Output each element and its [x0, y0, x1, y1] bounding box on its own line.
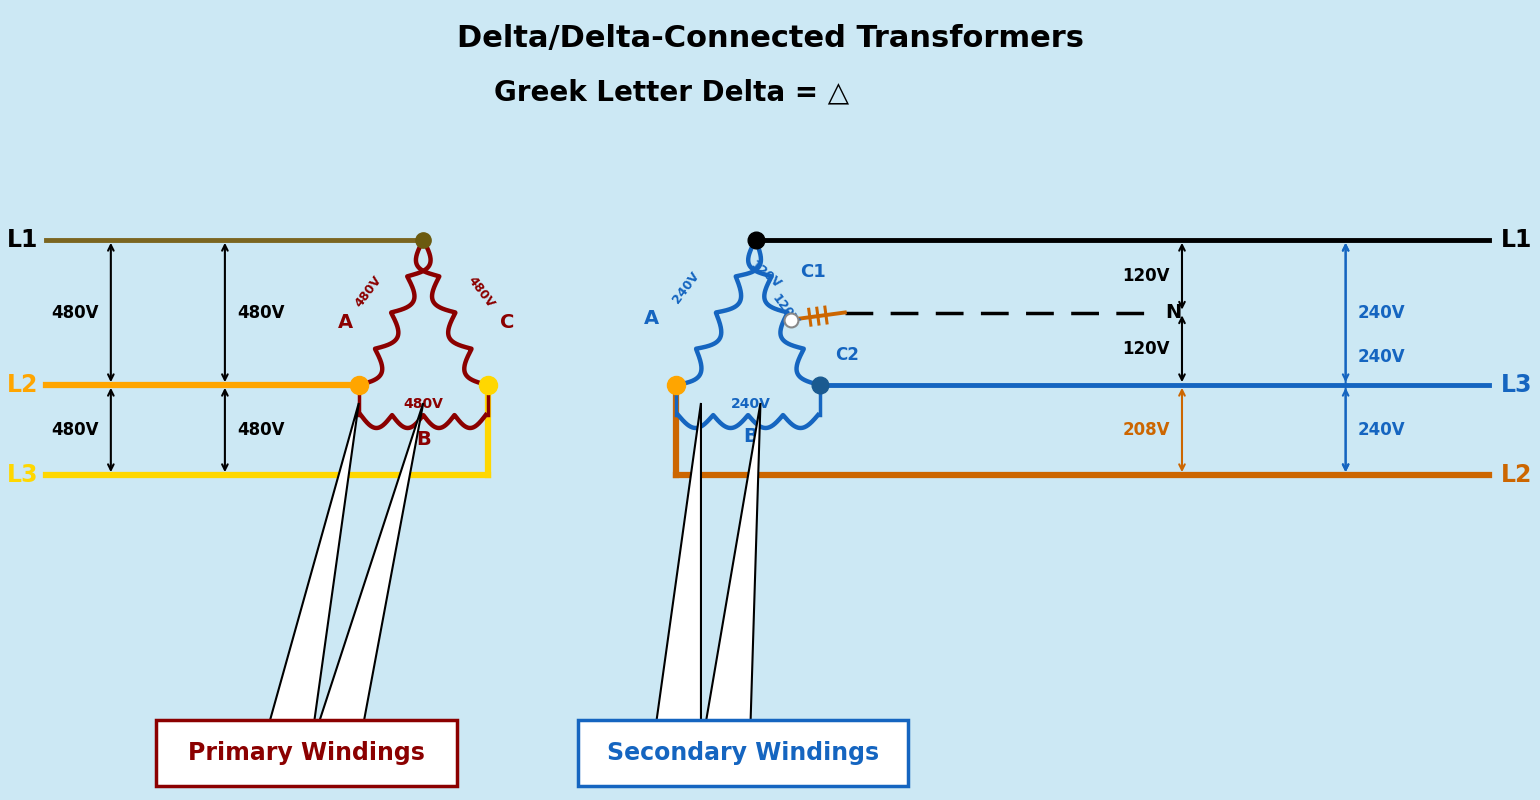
Text: B: B	[744, 427, 758, 446]
Text: L3: L3	[8, 463, 38, 487]
Polygon shape	[270, 403, 359, 722]
FancyBboxPatch shape	[578, 720, 909, 786]
Text: 480V: 480V	[51, 421, 99, 439]
Text: 120V: 120V	[1123, 267, 1170, 286]
Text: L1: L1	[8, 228, 38, 252]
Text: 240V: 240V	[730, 397, 770, 411]
Text: 480V: 480V	[237, 303, 285, 322]
Text: 480V: 480V	[403, 397, 444, 411]
Text: L1: L1	[1502, 228, 1532, 252]
FancyBboxPatch shape	[157, 720, 457, 786]
Text: 120V: 120V	[747, 258, 784, 291]
Text: Primary Windings: Primary Windings	[188, 741, 425, 765]
Polygon shape	[656, 403, 701, 722]
Text: 120V: 120V	[1123, 340, 1170, 358]
Text: 240V: 240V	[1358, 349, 1404, 366]
Text: 240V: 240V	[670, 270, 702, 306]
Text: A: A	[644, 309, 659, 327]
Text: 480V: 480V	[51, 303, 99, 322]
Text: 208V: 208V	[1123, 421, 1170, 439]
Polygon shape	[319, 403, 424, 722]
Text: Secondary Windings: Secondary Windings	[607, 741, 879, 765]
Text: B: B	[416, 430, 431, 450]
Text: L3: L3	[1502, 373, 1532, 397]
Text: 120V: 120V	[770, 292, 801, 328]
Text: C: C	[500, 313, 514, 331]
Text: 240V: 240V	[1358, 421, 1404, 439]
Text: 240V: 240V	[1358, 303, 1404, 322]
Polygon shape	[705, 403, 761, 722]
Text: L2: L2	[1502, 463, 1532, 487]
Text: 480V: 480V	[353, 274, 385, 310]
Text: 480V: 480V	[237, 421, 285, 439]
Text: L2: L2	[8, 373, 38, 397]
Text: A: A	[339, 313, 354, 331]
Text: C2: C2	[835, 346, 859, 364]
Text: Delta/Delta-Connected Transformers: Delta/Delta-Connected Transformers	[457, 23, 1084, 53]
Text: Greek Letter Delta = △: Greek Letter Delta = △	[494, 78, 849, 106]
Text: 480V: 480V	[465, 274, 497, 310]
Text: N: N	[1166, 303, 1181, 322]
Text: C1: C1	[801, 263, 825, 281]
